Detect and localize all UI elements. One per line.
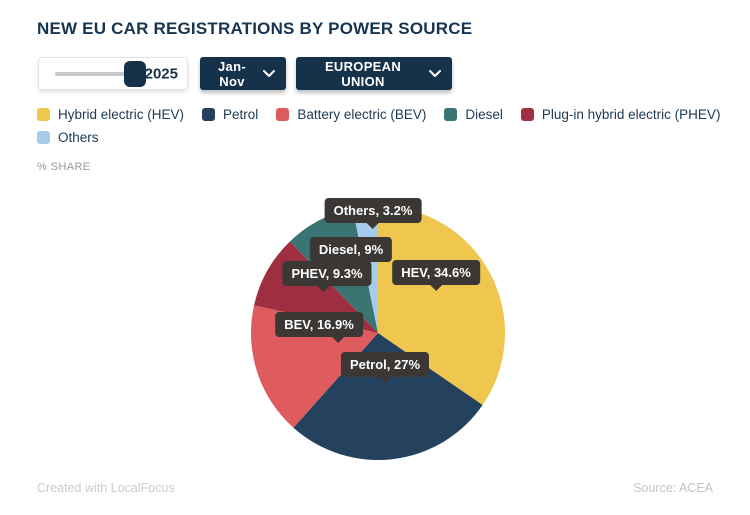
legend-swatch-icon (520, 108, 534, 121)
year-slider-track[interactable] (55, 71, 137, 76)
pie-slice-hev[interactable] (378, 206, 505, 406)
pie-slice-petrol[interactable] (293, 333, 483, 460)
pie-data-label-text: BEV, 16.9% (284, 317, 354, 332)
legend-item-label: Battery electric (BEV) (297, 107, 427, 122)
legend-swatch-icon (37, 131, 50, 144)
legend-item-diesel[interactable]: Diesel (444, 107, 503, 122)
legend-swatch-icon (202, 108, 216, 121)
year-slider[interactable]: 2025 (38, 57, 188, 90)
region-label: EUROPEAN UNION (324, 58, 402, 89)
pie-data-label-pointer (317, 286, 329, 292)
legend-swatch-icon (37, 108, 50, 121)
month-range-label: Jan-Nov (218, 58, 246, 89)
pie-data-label: Others, 3.2% (324, 198, 422, 229)
legend-swatch-icon (444, 108, 458, 121)
unit-note: % SHARE (37, 161, 91, 173)
chevron-down-icon (429, 69, 441, 78)
pie-data-label: HEV, 34.6% (392, 260, 480, 291)
pie-data-label-text: Petrol, 27% (349, 357, 421, 372)
pie-data-label: Diesel, 9% (309, 237, 393, 268)
legend-item-others[interactable]: Others (37, 130, 99, 145)
legend-item-label: Others (58, 130, 99, 145)
region-dropdown[interactable]: EUROPEAN UNION (296, 57, 452, 90)
legend-item-battery-electric-bev[interactable]: Battery electric (BEV) (276, 107, 426, 122)
pie-data-label-pointer (366, 223, 379, 229)
page-title: NEW EU CAR REGISTRATIONS BY POWER SOURCE (37, 19, 473, 38)
year-slider-value: 2025 (144, 65, 178, 82)
legend-item-petrol[interactable]: Petrol (202, 107, 258, 122)
legend-item-label: Diesel (465, 107, 503, 122)
legend-swatch-icon (276, 108, 290, 121)
year-slider-handle[interactable] (124, 60, 146, 87)
pie-data-label-pointer (350, 262, 363, 268)
legend-item-label: Plug-in hybrid electric (PHEV) (541, 107, 721, 122)
pie-data-label-text: Others, 3.2% (333, 203, 413, 218)
legend-item-label: Hybrid electric (HEV) (58, 107, 185, 122)
chevron-down-icon (263, 69, 275, 78)
pie-data-label-pointer (430, 285, 442, 291)
pie-data-label-pointer (332, 337, 344, 343)
chart-legend-row-1: Hybrid electric (HEV) Petrol Battery elect… (37, 107, 743, 122)
pie-data-label: Petrol, 27% (340, 352, 430, 383)
pie-data-label-text: HEV, 34.6% (401, 265, 471, 280)
legend-item-label: Petrol (223, 107, 259, 122)
pie-data-label-pointer (379, 377, 391, 383)
pie-data-label-text: Diesel, 9% (318, 242, 384, 257)
pie-data-label: BEV, 16.9% (275, 312, 363, 343)
pie-data-label-text: PHEV, 9.3% (291, 266, 363, 281)
legend-item-plug-in-hybrid-electric-phev[interactable]: Plug-in hybrid electric (PHEV) (520, 107, 721, 122)
month-range-dropdown[interactable]: Jan-Nov (200, 57, 286, 90)
chart-legend-row-2: Others (37, 130, 743, 145)
credit-text: Created with LocalFocus (37, 481, 175, 495)
source-text: Source: ACEA (633, 481, 713, 495)
legend-item-hybrid-electric-hev[interactable]: Hybrid electric (HEV) (37, 107, 184, 122)
